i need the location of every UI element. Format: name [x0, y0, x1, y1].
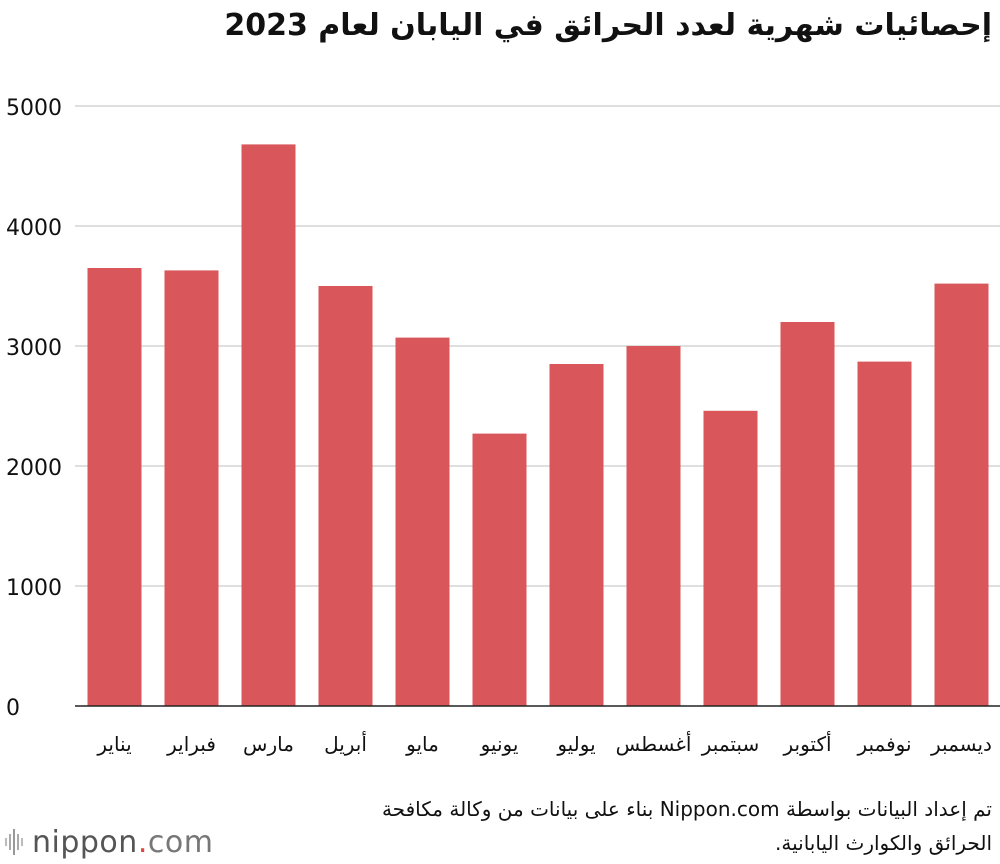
- bar: [857, 361, 912, 706]
- bar: [395, 337, 450, 706]
- x-tick-label: أغسطس: [616, 731, 692, 756]
- bar: [780, 322, 835, 706]
- chart-title: إحصائيات شهرية لعدد الحرائق في اليابان ل…: [224, 8, 992, 43]
- bar: [241, 144, 296, 706]
- y-tick-label: 0: [6, 696, 20, 721]
- x-tick-label: مايو: [405, 732, 439, 756]
- x-tick-label: مارس: [243, 732, 294, 756]
- bar: [703, 410, 758, 706]
- bar: [87, 268, 142, 706]
- nippon-logo[interactable]: nippon.com: [4, 822, 213, 862]
- y-tick-label: 4000: [6, 216, 62, 241]
- source-note: تم إعداد البيانات بواسطة Nippon.com بناء…: [381, 797, 992, 855]
- y-axis-ticks: 0 1000 2000 3000 4000 5000: [6, 96, 62, 721]
- x-tick-label: يوليو: [556, 732, 595, 756]
- x-axis-ticks: يناير فبراير مارس أبريل مايو يونيو يوليو أغسطس س…: [96, 731, 992, 756]
- y-tick-label: 2000: [6, 456, 62, 481]
- y-tick-label: 5000: [6, 96, 62, 121]
- logo-dot: .: [137, 824, 148, 860]
- bar: [472, 433, 527, 706]
- bar: [549, 364, 604, 706]
- bar: [934, 283, 989, 706]
- nippon-logo-icon: [5, 829, 23, 855]
- x-tick-label: أكتوبر: [782, 731, 831, 756]
- logo-name: nippon: [32, 824, 138, 860]
- x-tick-label: يناير: [96, 732, 131, 756]
- bar: [318, 286, 373, 706]
- y-tick-label: 1000: [6, 576, 62, 601]
- x-tick-label: يونيو: [480, 732, 519, 756]
- logo-wordmark: nippon.com: [32, 825, 213, 860]
- x-tick-label: أبريل: [324, 731, 367, 756]
- y-tick-label: 3000: [6, 336, 62, 361]
- gridlines: [75, 105, 1000, 587]
- bars: [87, 144, 989, 706]
- x-tick-label: فبراير: [166, 732, 216, 756]
- x-tick-label: ديسمبر: [930, 732, 992, 756]
- x-tick-label: سبتمبر: [701, 732, 759, 756]
- bar: [164, 270, 219, 706]
- x-tick-label: نوفمبر: [856, 732, 911, 756]
- bar: [626, 346, 681, 706]
- logo-suffix: com: [147, 824, 214, 860]
- bar-chart: 0 1000 2000 3000 4000 5000 يناير فبراير مارس أبر…: [6, 96, 1000, 756]
